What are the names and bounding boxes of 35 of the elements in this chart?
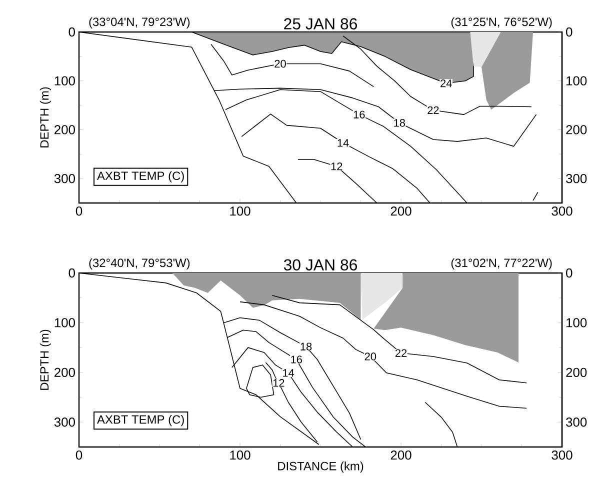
y2-tick-label: 100	[566, 76, 587, 86]
y2-tick-label: 300	[566, 418, 587, 427]
text: (31°02'N, 77°22'W)	[451, 258, 552, 270]
x-tick-label: 200	[390, 206, 412, 216]
x-tick-label: 300	[552, 450, 572, 460]
x-axis-title: DISTANCE (km)	[278, 462, 364, 473]
y-tick-label: 0	[68, 268, 75, 278]
text: (32°40'N, 79°53'W)	[89, 258, 190, 270]
x-tick-label: 100	[230, 450, 250, 460]
annotation: AXBT TEMP (C)	[97, 171, 184, 182]
y-tick-label: 100	[54, 318, 75, 328]
chart-title: 25 JAN 86	[284, 18, 357, 30]
y2-tick-label: 200	[566, 125, 587, 134]
text: (33°04'N, 79°23'W)	[89, 17, 190, 28]
text: (31°25'N, 76°52'W)	[451, 17, 552, 28]
y-tick-label: 100	[54, 76, 75, 86]
y-axis-title: DEPTH (m)	[40, 87, 52, 148]
y-tick-label: 200	[54, 125, 75, 134]
y2-tick-label: 100	[566, 318, 587, 328]
x-tick-label: 0	[76, 450, 82, 460]
x-tick-label: 200	[390, 450, 412, 460]
y-tick-label: 200	[54, 368, 75, 377]
y-tick-label: 0	[68, 27, 75, 37]
x-tick-label: 300	[552, 206, 572, 216]
y2-tick-label: 300	[566, 174, 587, 184]
y-tick-label: 300	[54, 418, 75, 427]
y-axis-title: DEPTH (m)	[40, 330, 52, 390]
annotation: AXBT TEMP (C)	[97, 414, 184, 426]
y2-tick-label: 0	[566, 268, 572, 278]
y2-tick-label: 0	[566, 27, 572, 37]
y2-tick-label: 200	[566, 368, 587, 377]
y-tick-label: 300	[54, 174, 75, 184]
x-tick-label: 100	[230, 206, 250, 216]
chart-title: 30 JAN 86	[284, 259, 357, 270]
x-tick-label: 0	[76, 206, 82, 216]
